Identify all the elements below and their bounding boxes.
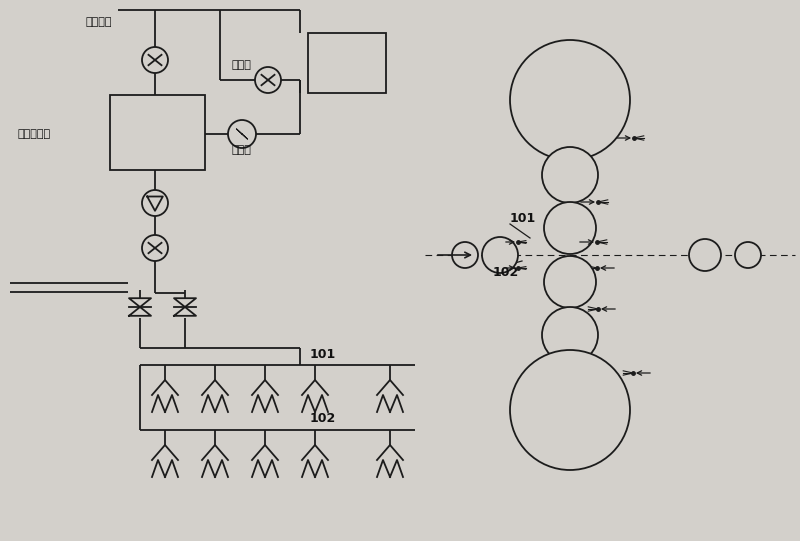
- Circle shape: [510, 350, 630, 470]
- Circle shape: [544, 256, 596, 308]
- Circle shape: [542, 307, 598, 363]
- Text: 供水装置: 供水装置: [85, 17, 111, 27]
- Circle shape: [735, 242, 761, 268]
- Circle shape: [142, 190, 168, 216]
- Text: 101: 101: [310, 347, 336, 360]
- Circle shape: [689, 239, 721, 271]
- Circle shape: [482, 237, 518, 273]
- Text: 计量室: 计量室: [232, 60, 252, 70]
- Text: 102: 102: [310, 412, 336, 426]
- Circle shape: [542, 147, 598, 203]
- Circle shape: [255, 67, 281, 93]
- Circle shape: [452, 242, 478, 268]
- Text: 流量计: 流量计: [232, 145, 252, 155]
- Bar: [308, 33, 386, 93]
- Circle shape: [228, 120, 256, 148]
- Text: 油水混合箱: 油水混合箱: [18, 129, 51, 139]
- Circle shape: [544, 202, 596, 254]
- Text: 101: 101: [510, 212, 536, 225]
- Text: 102: 102: [493, 266, 519, 279]
- Bar: [110, 95, 205, 170]
- Circle shape: [142, 235, 168, 261]
- Circle shape: [510, 40, 630, 160]
- Circle shape: [142, 47, 168, 73]
